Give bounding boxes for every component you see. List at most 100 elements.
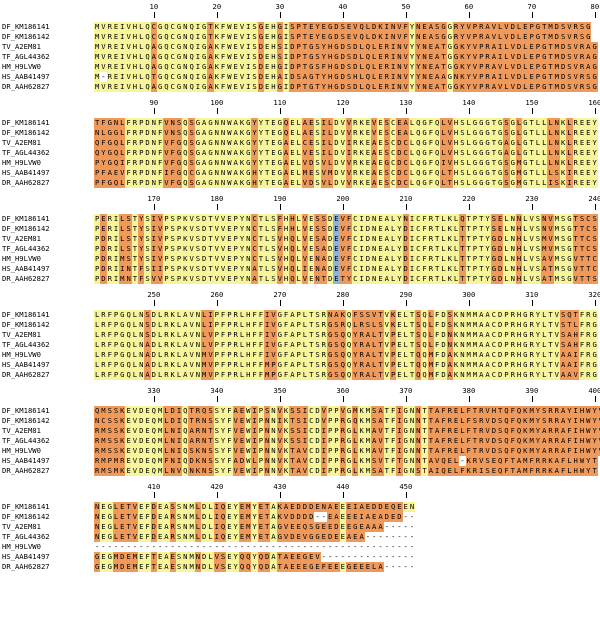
residue: R xyxy=(446,406,453,416)
residue: T xyxy=(408,350,416,360)
residue: Y xyxy=(232,562,239,572)
residue: H xyxy=(245,340,252,350)
residue: S xyxy=(339,32,346,42)
residue: - xyxy=(390,552,396,561)
residue: T xyxy=(547,274,554,284)
residue: Y xyxy=(314,22,321,32)
residue: E xyxy=(352,562,359,572)
residue: V xyxy=(301,532,309,542)
residue: V xyxy=(484,446,491,456)
residue: E xyxy=(522,32,529,42)
residue: G xyxy=(308,42,315,52)
residue: T xyxy=(377,340,384,350)
residue: M xyxy=(264,360,271,370)
residue: Y xyxy=(238,244,246,254)
residue: L xyxy=(112,502,120,512)
residue: D xyxy=(144,158,151,168)
position-tick xyxy=(405,492,407,498)
residue: G xyxy=(446,32,453,42)
residue: E xyxy=(377,274,384,284)
residue: F xyxy=(251,330,258,340)
position-label: 190 xyxy=(273,194,287,203)
residue: M xyxy=(553,264,560,274)
residue: E xyxy=(396,330,403,340)
residue: A xyxy=(446,350,453,360)
position-label: 360 xyxy=(336,386,350,395)
residue: Q xyxy=(144,42,151,52)
residue: R xyxy=(106,264,113,274)
residue: A xyxy=(383,264,390,274)
residue: D xyxy=(150,330,157,340)
residue: Y xyxy=(257,148,265,158)
residue: E xyxy=(289,168,296,178)
residue: Y xyxy=(415,72,422,82)
residue: V xyxy=(566,32,573,42)
residue: L xyxy=(163,446,170,456)
residue: R xyxy=(352,178,359,188)
residue: L xyxy=(119,214,126,224)
residue: Q xyxy=(345,350,353,360)
residue: N xyxy=(509,244,516,254)
residue: I xyxy=(264,340,271,350)
residue: G xyxy=(478,148,485,158)
residue: G xyxy=(446,72,453,82)
residue: K xyxy=(358,446,365,456)
residue: S xyxy=(207,456,214,466)
residue: Q xyxy=(566,310,573,320)
residue: K xyxy=(452,310,460,320)
residue: - xyxy=(233,542,238,551)
residue: S xyxy=(251,72,258,82)
residue: L xyxy=(566,466,573,476)
residue: N xyxy=(245,264,252,274)
residue: A xyxy=(371,178,378,188)
residue: I xyxy=(119,22,126,32)
residue: E xyxy=(308,128,315,138)
residue: M xyxy=(364,416,372,426)
residue: V xyxy=(188,310,195,320)
residue: D xyxy=(314,436,321,446)
residue: S xyxy=(125,254,132,264)
residue: R xyxy=(553,436,560,446)
residue: T xyxy=(528,138,535,148)
residue: S xyxy=(314,224,321,234)
residue: T xyxy=(289,416,296,426)
residue: Y xyxy=(257,178,265,188)
residue: S xyxy=(559,264,567,274)
residue: - xyxy=(327,542,333,551)
residue: W xyxy=(585,436,592,446)
residue: Q xyxy=(94,406,101,416)
residue: P xyxy=(478,72,485,82)
residue: L xyxy=(119,118,126,128)
residue: F xyxy=(559,466,567,476)
residue: - xyxy=(378,552,383,561)
residue: A xyxy=(289,370,296,380)
residue: N xyxy=(150,118,157,128)
residue: - xyxy=(403,532,408,541)
residue: L xyxy=(522,72,529,82)
residue: P xyxy=(226,360,233,370)
residue: T xyxy=(547,320,554,330)
residue: R xyxy=(547,406,554,416)
residue: A xyxy=(182,350,189,360)
sequence-name: DF_KM186141 xyxy=(2,502,50,511)
residue: M xyxy=(201,350,208,360)
residue: D xyxy=(352,42,359,52)
residue: D xyxy=(440,350,447,360)
residue: R xyxy=(585,310,592,320)
residue: G xyxy=(345,466,353,476)
residue: I xyxy=(396,416,403,426)
residue: V xyxy=(232,436,239,446)
residue: T xyxy=(459,254,466,264)
residue: H xyxy=(289,224,296,234)
residue: L xyxy=(131,340,139,350)
residue: V xyxy=(572,370,579,380)
residue: S xyxy=(459,158,466,168)
residue: P xyxy=(295,370,302,380)
residue: M xyxy=(553,254,560,264)
residue: Y xyxy=(251,502,258,512)
position-tick xyxy=(153,12,155,18)
residue: H xyxy=(515,234,523,244)
residue: G xyxy=(175,42,183,52)
residue: S xyxy=(364,310,372,320)
residue: G xyxy=(522,330,529,340)
